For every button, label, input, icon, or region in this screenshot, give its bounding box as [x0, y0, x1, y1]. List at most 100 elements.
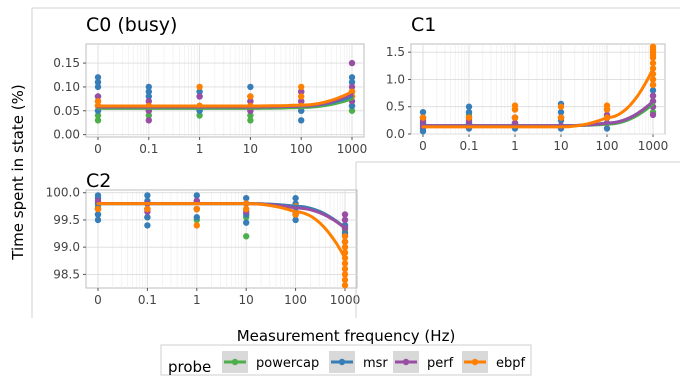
y-tick-label: 0.00 — [53, 128, 80, 142]
data-point-perf — [145, 117, 152, 124]
x-tick-label: 0 — [94, 293, 102, 307]
data-point-ebpf — [649, 76, 657, 83]
x-tick-label: 0.1 — [139, 142, 158, 156]
data-point-msr — [292, 216, 299, 224]
data-point-ebpf — [298, 83, 305, 91]
trend-line-ebpf — [96, 90, 354, 108]
legend-key-point — [231, 358, 239, 366]
legend-title: probe — [168, 358, 211, 376]
x-tick-label: 100 — [290, 142, 313, 156]
legend-label-perf: perf — [427, 356, 454, 371]
y-axis-title: Time spent in state (%) — [9, 84, 27, 260]
data-point-ebpf — [511, 114, 519, 121]
data-point-msr — [292, 194, 299, 202]
data-point-ebpf — [196, 83, 203, 91]
data-point-ebpf — [557, 103, 565, 110]
x-tick-label: 1 — [511, 139, 519, 153]
data-point-ebpf — [649, 81, 657, 89]
data-point-perf — [341, 211, 349, 218]
data-point-msr — [145, 83, 152, 91]
data-point-powercap — [247, 112, 254, 119]
data-point-ebpf — [649, 43, 657, 50]
data-point-ebpf — [341, 238, 349, 245]
data-point-msr — [465, 103, 473, 110]
y-tick-label: 0.15 — [53, 56, 80, 70]
data-point-msr — [94, 192, 102, 199]
data-point-msr — [649, 87, 657, 94]
x-tick-label: 10 — [239, 293, 254, 307]
trend-line-ebpf — [96, 202, 347, 260]
data-point-msr — [419, 108, 427, 116]
data-point-msr — [94, 78, 102, 86]
data-point-msr — [94, 83, 102, 91]
data-point-msr — [243, 219, 250, 226]
legend-label-msr: msr — [363, 356, 388, 371]
legend-label-ebpf: ebpf — [496, 356, 526, 371]
data-point-perf — [196, 93, 203, 100]
data-point-ebpf — [511, 102, 519, 109]
y-tick-label: 0.05 — [53, 104, 80, 118]
data-point-ebpf — [298, 93, 305, 100]
data-point-perf — [247, 98, 254, 105]
data-point-ebpf — [193, 205, 200, 213]
data-point-msr — [193, 214, 200, 221]
data-point-perf — [94, 93, 102, 100]
facet-title-c2: C2 — [86, 170, 111, 192]
data-point-perf — [298, 88, 305, 95]
y-tick-label: 99.5 — [53, 213, 80, 227]
panel-background — [85, 43, 365, 138]
x-tick-label: 0 — [94, 142, 102, 156]
x-tick-label: 10 — [553, 139, 568, 153]
y-tick-label: 0.10 — [53, 80, 80, 94]
data-point-ebpf — [94, 205, 102, 213]
facet-panel: 0 0.1 1 10 100 1000 98.5 99.0 99.5 100.0 — [46, 186, 361, 307]
data-point-ebpf — [247, 93, 254, 100]
data-point-perf — [298, 98, 305, 105]
data-point-ebpf — [144, 205, 151, 213]
data-point-msr — [348, 102, 356, 110]
data-point-perf — [348, 83, 356, 91]
facet-title-c1: C1 — [411, 14, 436, 36]
data-point-ebpf — [341, 233, 349, 240]
data-point-msr — [348, 74, 356, 81]
data-point-msr — [94, 211, 102, 218]
y-tick-label: 100.0 — [46, 186, 80, 200]
data-point-ebpf — [603, 102, 611, 109]
x-tick-label: 0.1 — [138, 293, 157, 307]
data-point-msr — [144, 214, 151, 221]
data-point-msr — [144, 222, 151, 229]
data-point-perf — [341, 216, 349, 224]
data-point-ebpf — [341, 260, 349, 267]
data-point-perf — [145, 98, 152, 105]
data-point-powercap — [348, 107, 356, 114]
y-tick-label: 1.5 — [386, 45, 405, 59]
data-point-ebpf — [557, 114, 565, 121]
facet-title-c0: C0 (busy) — [86, 14, 177, 36]
data-point-ebpf — [341, 276, 349, 284]
x-tick-label: 0.1 — [459, 139, 478, 153]
trend-line-ebpf — [421, 67, 655, 129]
data-point-msr — [144, 192, 151, 199]
y-tick-label: 0.5 — [386, 100, 405, 114]
data-point-msr — [193, 192, 200, 199]
data-point-powercap — [145, 112, 152, 119]
x-tick-label: 100 — [596, 139, 619, 153]
data-point-perf — [649, 92, 657, 100]
data-point-msr — [603, 125, 611, 132]
legend-key-point — [402, 358, 410, 366]
legend: probe powercap msr perf ebpf — [160, 344, 532, 376]
data-point-msr — [348, 78, 356, 86]
data-point-powercap — [196, 112, 203, 119]
x-tick-label: 10 — [243, 142, 258, 156]
legend-label-powercap: powercap — [256, 356, 319, 371]
panel-background — [85, 189, 358, 289]
data-point-ebpf — [465, 114, 473, 121]
data-point-msr — [298, 107, 305, 114]
y-tick-label: 1.0 — [386, 72, 405, 86]
y-tick-label: 99.0 — [53, 240, 80, 254]
legend-key-point — [471, 358, 479, 366]
data-point-perf — [649, 111, 657, 119]
data-point-ebpf — [94, 98, 102, 105]
x-tick-label: 1000 — [337, 142, 368, 156]
